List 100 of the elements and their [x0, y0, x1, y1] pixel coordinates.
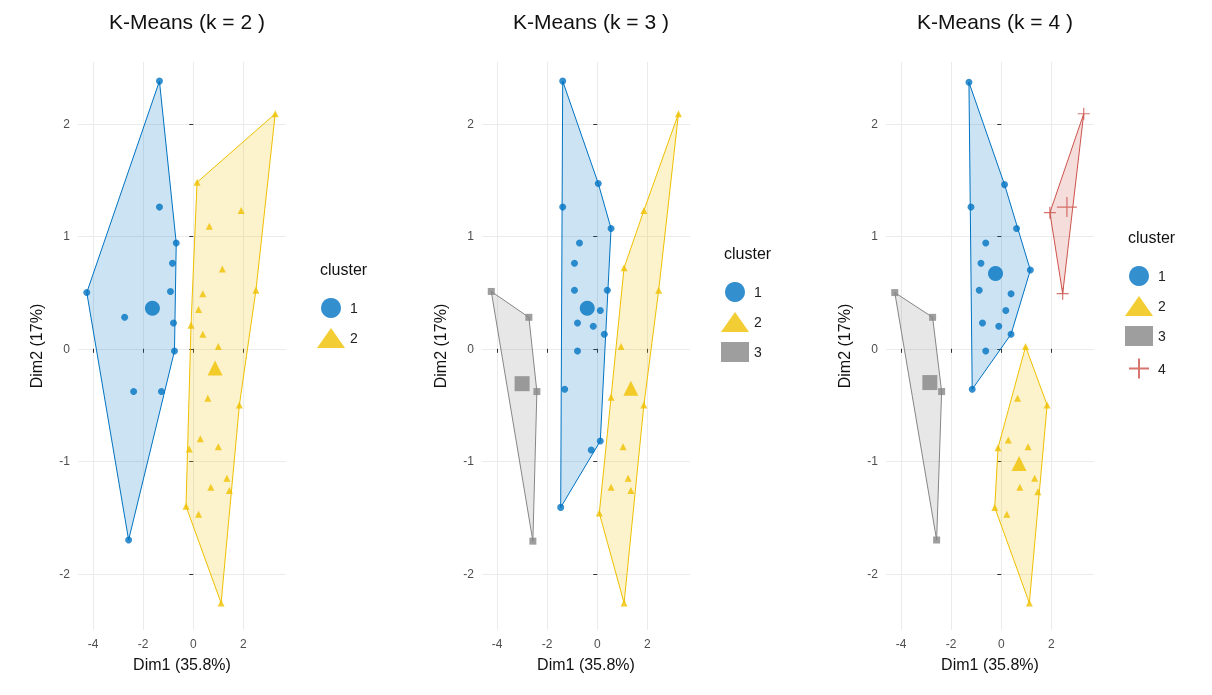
y-axis-title: Dim2 (17%): [835, 303, 853, 389]
y-tick-label: 2: [871, 116, 879, 131]
x-tick-label: 0: [593, 637, 601, 651]
point: [1007, 290, 1015, 298]
point: [975, 286, 983, 294]
point: [1056, 287, 1070, 301]
x-tick-label: -4: [87, 637, 99, 651]
point: [199, 330, 207, 338]
point: [603, 286, 611, 294]
point: [144, 300, 160, 316]
x-tick-label: -2: [137, 637, 149, 651]
point: [205, 222, 213, 230]
point: [214, 343, 222, 351]
point: [1022, 343, 1030, 351]
y-tick-label: 0: [63, 341, 71, 356]
y-tick-label: -2: [463, 566, 475, 581]
point: [1031, 474, 1039, 482]
point: [559, 77, 567, 85]
x-tick-label: 0: [189, 637, 197, 651]
x-axis-title: Dim1 (35.8%): [941, 655, 1039, 673]
chart-title: K-Means (k = 2 ): [109, 10, 265, 33]
legend-label: 1: [1158, 268, 1166, 284]
point: [235, 401, 243, 409]
point: [991, 503, 999, 511]
y-tick-label: 0: [467, 341, 475, 356]
point: [125, 536, 133, 544]
point: [573, 347, 581, 355]
legend-label: 4: [1158, 360, 1166, 377]
legend-title: cluster: [320, 260, 368, 278]
point: [1043, 206, 1057, 220]
point: [655, 286, 663, 294]
point: [594, 179, 602, 187]
point: [529, 537, 537, 545]
point: [977, 259, 985, 267]
point: [514, 376, 530, 392]
point: [559, 203, 567, 211]
point: [891, 289, 899, 297]
point: [1016, 483, 1024, 491]
point: [994, 444, 1002, 452]
point: [624, 474, 632, 482]
x-tick-label: 2: [1048, 637, 1056, 651]
point: [982, 239, 990, 247]
y-tick-label: -1: [59, 454, 71, 469]
point: [1026, 266, 1034, 274]
legend-label: 3: [754, 344, 762, 360]
y-tick-label: 2: [467, 116, 475, 131]
point: [195, 305, 203, 313]
point: [1024, 443, 1032, 451]
x-tick-label: -2: [541, 637, 553, 651]
point: [214, 443, 222, 451]
point: [922, 375, 938, 391]
point: [617, 343, 625, 351]
point: [207, 483, 215, 491]
y-tick-label: 0: [871, 341, 879, 356]
point: [968, 385, 976, 393]
point: [607, 224, 615, 232]
point: [929, 313, 937, 321]
point: [170, 347, 178, 355]
point: [620, 264, 628, 272]
point: [1014, 394, 1022, 402]
point: [223, 474, 231, 482]
point: [525, 313, 533, 321]
x-tick-label: -2: [945, 637, 957, 651]
point: [166, 287, 174, 295]
point: [157, 388, 165, 396]
point: [217, 599, 225, 607]
point: [252, 286, 260, 294]
point: [570, 286, 578, 294]
point: [130, 388, 138, 396]
legend-label: 2: [350, 330, 358, 346]
y-tick-label: 2: [63, 116, 71, 131]
point: [1034, 488, 1042, 496]
y-tick-label: 1: [871, 229, 879, 244]
point: [995, 322, 1003, 330]
point: [596, 437, 604, 445]
y-tick-label: -1: [463, 454, 475, 469]
point: [172, 239, 180, 247]
legend-label: 1: [350, 300, 358, 316]
point: [607, 483, 615, 491]
point: [573, 319, 581, 327]
point: [933, 536, 941, 544]
point: [589, 322, 597, 330]
x-tick-label: 2: [240, 637, 248, 651]
chart-title: K-Means (k = 3 ): [513, 10, 669, 33]
point: [982, 347, 990, 355]
point: [1025, 599, 1033, 607]
point: [575, 239, 583, 247]
y-tick-label: -2: [59, 566, 71, 581]
point: [207, 360, 223, 376]
point: [620, 599, 628, 607]
point: [1013, 224, 1021, 232]
point: [600, 330, 608, 338]
point: [169, 319, 177, 327]
point: [938, 388, 946, 396]
y-tick-label: 1: [467, 229, 475, 244]
point: [570, 259, 578, 267]
point: [587, 446, 595, 454]
point: [487, 287, 495, 295]
point: [988, 265, 1004, 281]
point: [579, 300, 595, 316]
